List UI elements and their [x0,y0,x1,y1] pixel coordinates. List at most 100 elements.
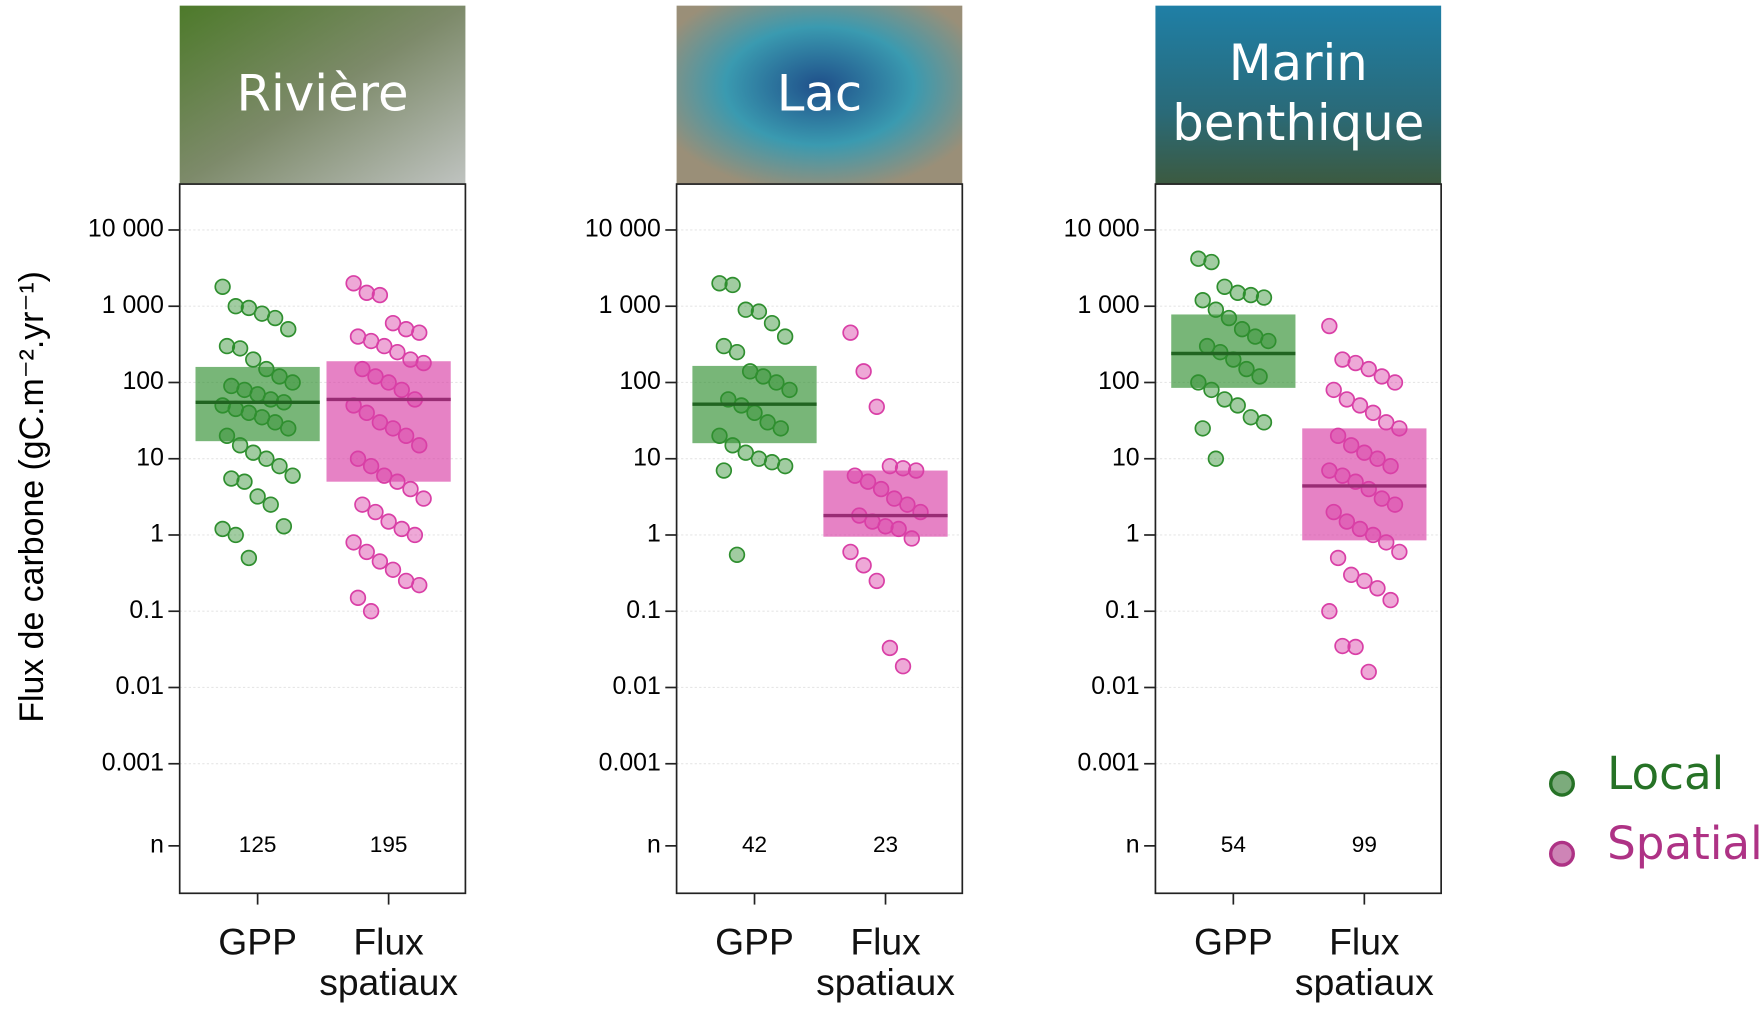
data-point [262,391,279,408]
data-point [1233,321,1251,338]
header-image [1155,5,1442,185]
n-count: 195 [370,832,408,857]
y-tick-label: 0.001 [599,749,661,776]
n-label: n [1126,831,1140,858]
data-point [245,444,262,461]
data-point [345,534,362,551]
data-point [759,414,776,431]
x-tick-label-box: GPP [715,922,794,962]
data-point [1351,397,1369,414]
data-point [1321,317,1338,335]
data-point [1329,549,1347,567]
data-point [214,520,231,538]
data-point [284,374,301,391]
y-tick-label: 10 [1112,444,1140,471]
iqr-box [326,361,451,482]
data-point [245,351,262,368]
data-point [1364,404,1382,422]
data-point [1373,490,1391,507]
y-tick-label: 10 000 [88,216,164,243]
data-point [1325,503,1342,521]
y-tick-label: 0.01 [116,673,164,700]
data-point [1391,420,1408,437]
x-tick-label: Flux spatiaux [1294,921,1434,1004]
data-point [406,526,424,544]
data-point [842,324,859,341]
data-point [266,309,284,327]
data-point [894,658,912,675]
data-point [1351,520,1369,538]
data-point [1203,381,1220,399]
data-point [1343,437,1360,454]
x-tick-label: GPP [218,921,297,963]
n-label: n [150,831,164,858]
x-tick-label-box: Flux spatiaux [1294,921,1434,1004]
data-point [354,360,371,378]
data-point [258,450,275,467]
data-point [349,450,367,467]
data-point [1334,637,1351,655]
data-point [728,546,746,563]
data-point [349,589,367,607]
x-tick-label: Flux spatiaux [319,921,459,1004]
data-point [280,420,297,437]
y-tick-label: 100 [122,368,163,395]
data-point [772,420,789,437]
data-point [345,275,362,292]
data-point [1203,253,1220,271]
data-point [1207,301,1225,318]
data-point [903,530,920,547]
data-point [750,303,768,320]
y-tick-label: 0.01 [612,673,660,700]
legend-swatch [1548,770,1575,797]
data-point [715,462,733,479]
data-point [1238,360,1255,378]
data-point [890,520,907,538]
n-label: n [647,831,661,858]
plot-frame [178,183,467,895]
data-point [907,462,925,479]
data-point [411,576,428,594]
data-point [223,470,240,487]
y-tick-label: 1 [1126,521,1140,548]
data-point [711,275,728,292]
data-point [271,457,288,475]
y-tick-label: 1 [150,521,164,548]
data-point [1220,309,1238,327]
data-point [397,427,415,444]
data-point [380,513,397,530]
panel-title-box: Lac [776,65,863,123]
y-tick-label: 0.1 [1105,597,1140,624]
data-point [258,360,275,378]
data-point [240,549,258,567]
data-point [728,343,746,361]
data-point [358,284,375,301]
iqr-box [823,470,948,537]
data-point [266,414,284,431]
data-point [746,404,763,422]
data-point [1190,250,1207,267]
data-point [1329,427,1347,444]
legend-label: Local [1607,747,1724,800]
data-point [1207,450,1225,467]
data-point [371,286,389,304]
data-point [1364,526,1382,544]
data-point [877,518,894,535]
panel-title: Lac [776,65,863,123]
data-point [384,420,402,437]
n-count: 125 [239,832,277,857]
data-point [1347,638,1364,656]
data-point [872,480,890,498]
data-point [1369,580,1386,597]
data-point [737,301,754,318]
data-point [781,381,798,399]
y-tick-label: 1 000 [599,292,661,319]
data-point [868,572,885,590]
data-point [1386,496,1404,513]
panel-title: Marin benthique [1172,35,1425,153]
data-point [776,328,794,345]
y-tick-label: 0.001 [102,749,164,776]
data-point [886,490,903,507]
data-point [724,276,741,294]
data-point [737,444,754,461]
